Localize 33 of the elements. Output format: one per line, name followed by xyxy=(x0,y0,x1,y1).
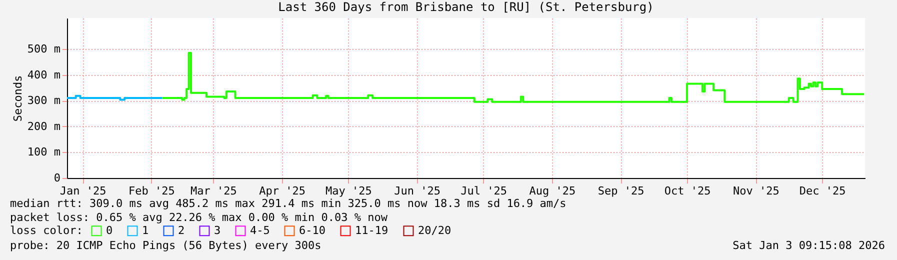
text: Sat Jan 3 09:15:08 2026 xyxy=(732,239,885,252)
x-tick-label: Nov '25 xyxy=(732,184,780,198)
x-tick-label: Jul '25 xyxy=(460,184,507,198)
y-tick-label: 200 m xyxy=(27,120,61,133)
legend-label: 1 xyxy=(142,224,149,237)
y-tick-label: 300 m xyxy=(27,94,61,108)
legend-label: 3 xyxy=(214,224,221,237)
y-tick-label: 100 m xyxy=(27,146,61,159)
y-axis-title: Seconds xyxy=(11,75,24,122)
x-tick-label: Dec '25 xyxy=(799,184,846,198)
legend-label: 4-5 xyxy=(250,224,270,237)
legend-label: 11-19 xyxy=(355,224,388,237)
text: median rtt: 309.0 ms avg 485.2 ms max 291.4 ms min 325.0 ms now 18.3 ms sd 16.9 am/s xyxy=(10,197,566,210)
y-tick-label: 0 xyxy=(54,172,60,184)
legend-label: 2 xyxy=(178,224,185,237)
legend-label: 6-10 xyxy=(299,224,326,237)
x-tick-label: Jan '25 xyxy=(60,184,106,198)
x-tick-label: Oct '25 xyxy=(664,184,711,198)
x-tick-label: Jun '25 xyxy=(394,184,441,198)
x-tick-label: Mar '25 xyxy=(190,184,237,198)
x-tick-label: May '25 xyxy=(326,184,372,198)
chart-title: Last 360 Days from Brisbane to [RU] (St. Petersburg) xyxy=(278,0,654,14)
x-tick-label: Apr '25 xyxy=(259,184,306,198)
legend-title: loss color: xyxy=(10,224,83,237)
y-tick-label: 500 m xyxy=(27,42,61,56)
x-tick-label: Feb '25 xyxy=(128,184,175,198)
legend-label: 0 xyxy=(106,224,113,237)
x-tick-label: Sep '25 xyxy=(598,184,644,198)
y-tick-label: 400 m xyxy=(27,68,61,82)
x-tick-label: Aug '25 xyxy=(529,184,576,198)
legend-label: 20/20 xyxy=(418,224,452,237)
text: probe: 20 ICMP Echo Pings (56 Bytes) every 300s xyxy=(10,239,322,252)
text: packet loss: 0.65 % avg 22.26 % max 0.00 % min 0.03 % now xyxy=(10,211,388,224)
